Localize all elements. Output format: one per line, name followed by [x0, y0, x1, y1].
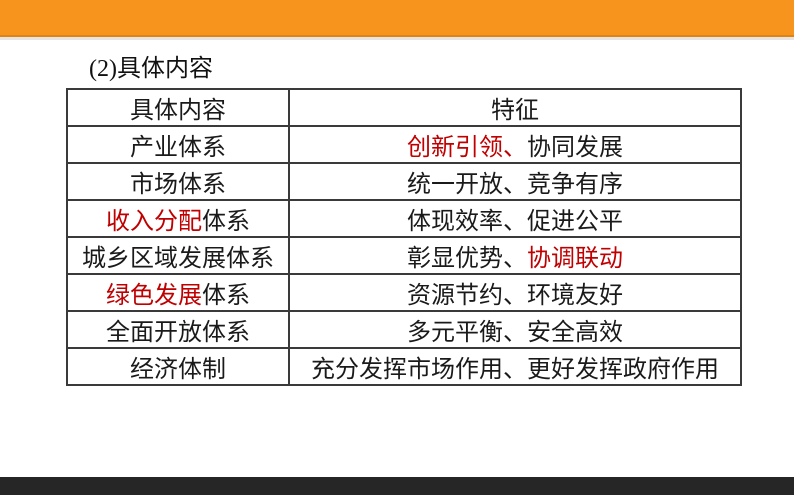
table-row: 全面开放体系 多元平衡、安全高效 [66, 310, 742, 349]
table-row: 经济体制 充分发挥市场作用、更好发挥政府作用 [66, 347, 742, 386]
text-segment: 多元平衡、安全高效 [407, 320, 623, 346]
text-segment: 全面开放体系 [106, 320, 250, 346]
text-segment: 体系 [202, 283, 250, 309]
text-segment: 统一开放、竞争有序 [407, 172, 623, 198]
text-segment: 城乡区域发展体系 [82, 246, 274, 272]
table-row: 绿色发展体系 资源节约、环境友好 [66, 273, 742, 312]
cell-row7-feature: 充分发挥市场作用、更好发挥政府作用 [288, 347, 742, 386]
highlighted-text: 绿色发展 [106, 283, 202, 309]
table-row: 收入分配体系 体现效率、促进公平 [66, 199, 742, 238]
table-header-row: 具体内容 特征 [66, 88, 742, 127]
cell-row4-content: 城乡区域发展体系 [66, 236, 290, 275]
text-segment: 体现效率、促进公平 [407, 209, 623, 235]
text-segment: 协同发展 [527, 135, 623, 161]
highlighted-text: 协调联动 [527, 246, 623, 272]
text-segment: 市场体系 [130, 172, 226, 198]
table-header-content: 具体内容 [66, 88, 290, 127]
text-segment: 资源节约、环境友好 [407, 283, 623, 309]
text-segment: 经济体制 [130, 357, 226, 383]
cell-row3-feature: 体现效率、促进公平 [288, 199, 742, 238]
cell-row6-content: 全面开放体系 [66, 310, 290, 349]
highlighted-text: 创新引领 [407, 135, 503, 161]
cell-row7-content: 经济体制 [66, 347, 290, 386]
text-segment: 体系 [202, 209, 250, 235]
cell-row2-content: 市场体系 [66, 162, 290, 201]
slide-title: (2)具体内容 [89, 56, 213, 82]
table-row: 产业体系 创新引领、协同发展 [66, 125, 742, 164]
text-segment: 彰显优势、 [407, 246, 527, 272]
table-row: 城乡区域发展体系 彰显优势、协调联动 [66, 236, 742, 275]
cell-row2-feature: 统一开放、竞争有序 [288, 162, 742, 201]
cell-row4-feature: 彰显优势、协调联动 [288, 236, 742, 275]
cell-row1-feature: 创新引领、协同发展 [288, 125, 742, 164]
cell-row5-content: 绿色发展体系 [66, 273, 290, 312]
highlighted-text: 收入分配 [106, 209, 202, 235]
bottom-footer-bar [0, 477, 794, 495]
highlighted-text: 、 [503, 135, 527, 161]
top-accent-bar [0, 0, 794, 37]
table-header-feature: 特征 [288, 88, 742, 127]
text-segment: 充分发挥市场作用、更好发挥政府作用 [311, 357, 719, 383]
content-table: 具体内容 特征 产业体系 创新引领、协同发展 市场体系 统一开放、竞争有序 收入… [66, 88, 742, 386]
text-segment: 产业体系 [130, 135, 226, 161]
table-row: 市场体系 统一开放、竞争有序 [66, 162, 742, 201]
cell-row5-feature: 资源节约、环境友好 [288, 273, 742, 312]
cell-row6-feature: 多元平衡、安全高效 [288, 310, 742, 349]
cell-row3-content: 收入分配体系 [66, 199, 290, 238]
cell-row1-content: 产业体系 [66, 125, 290, 164]
